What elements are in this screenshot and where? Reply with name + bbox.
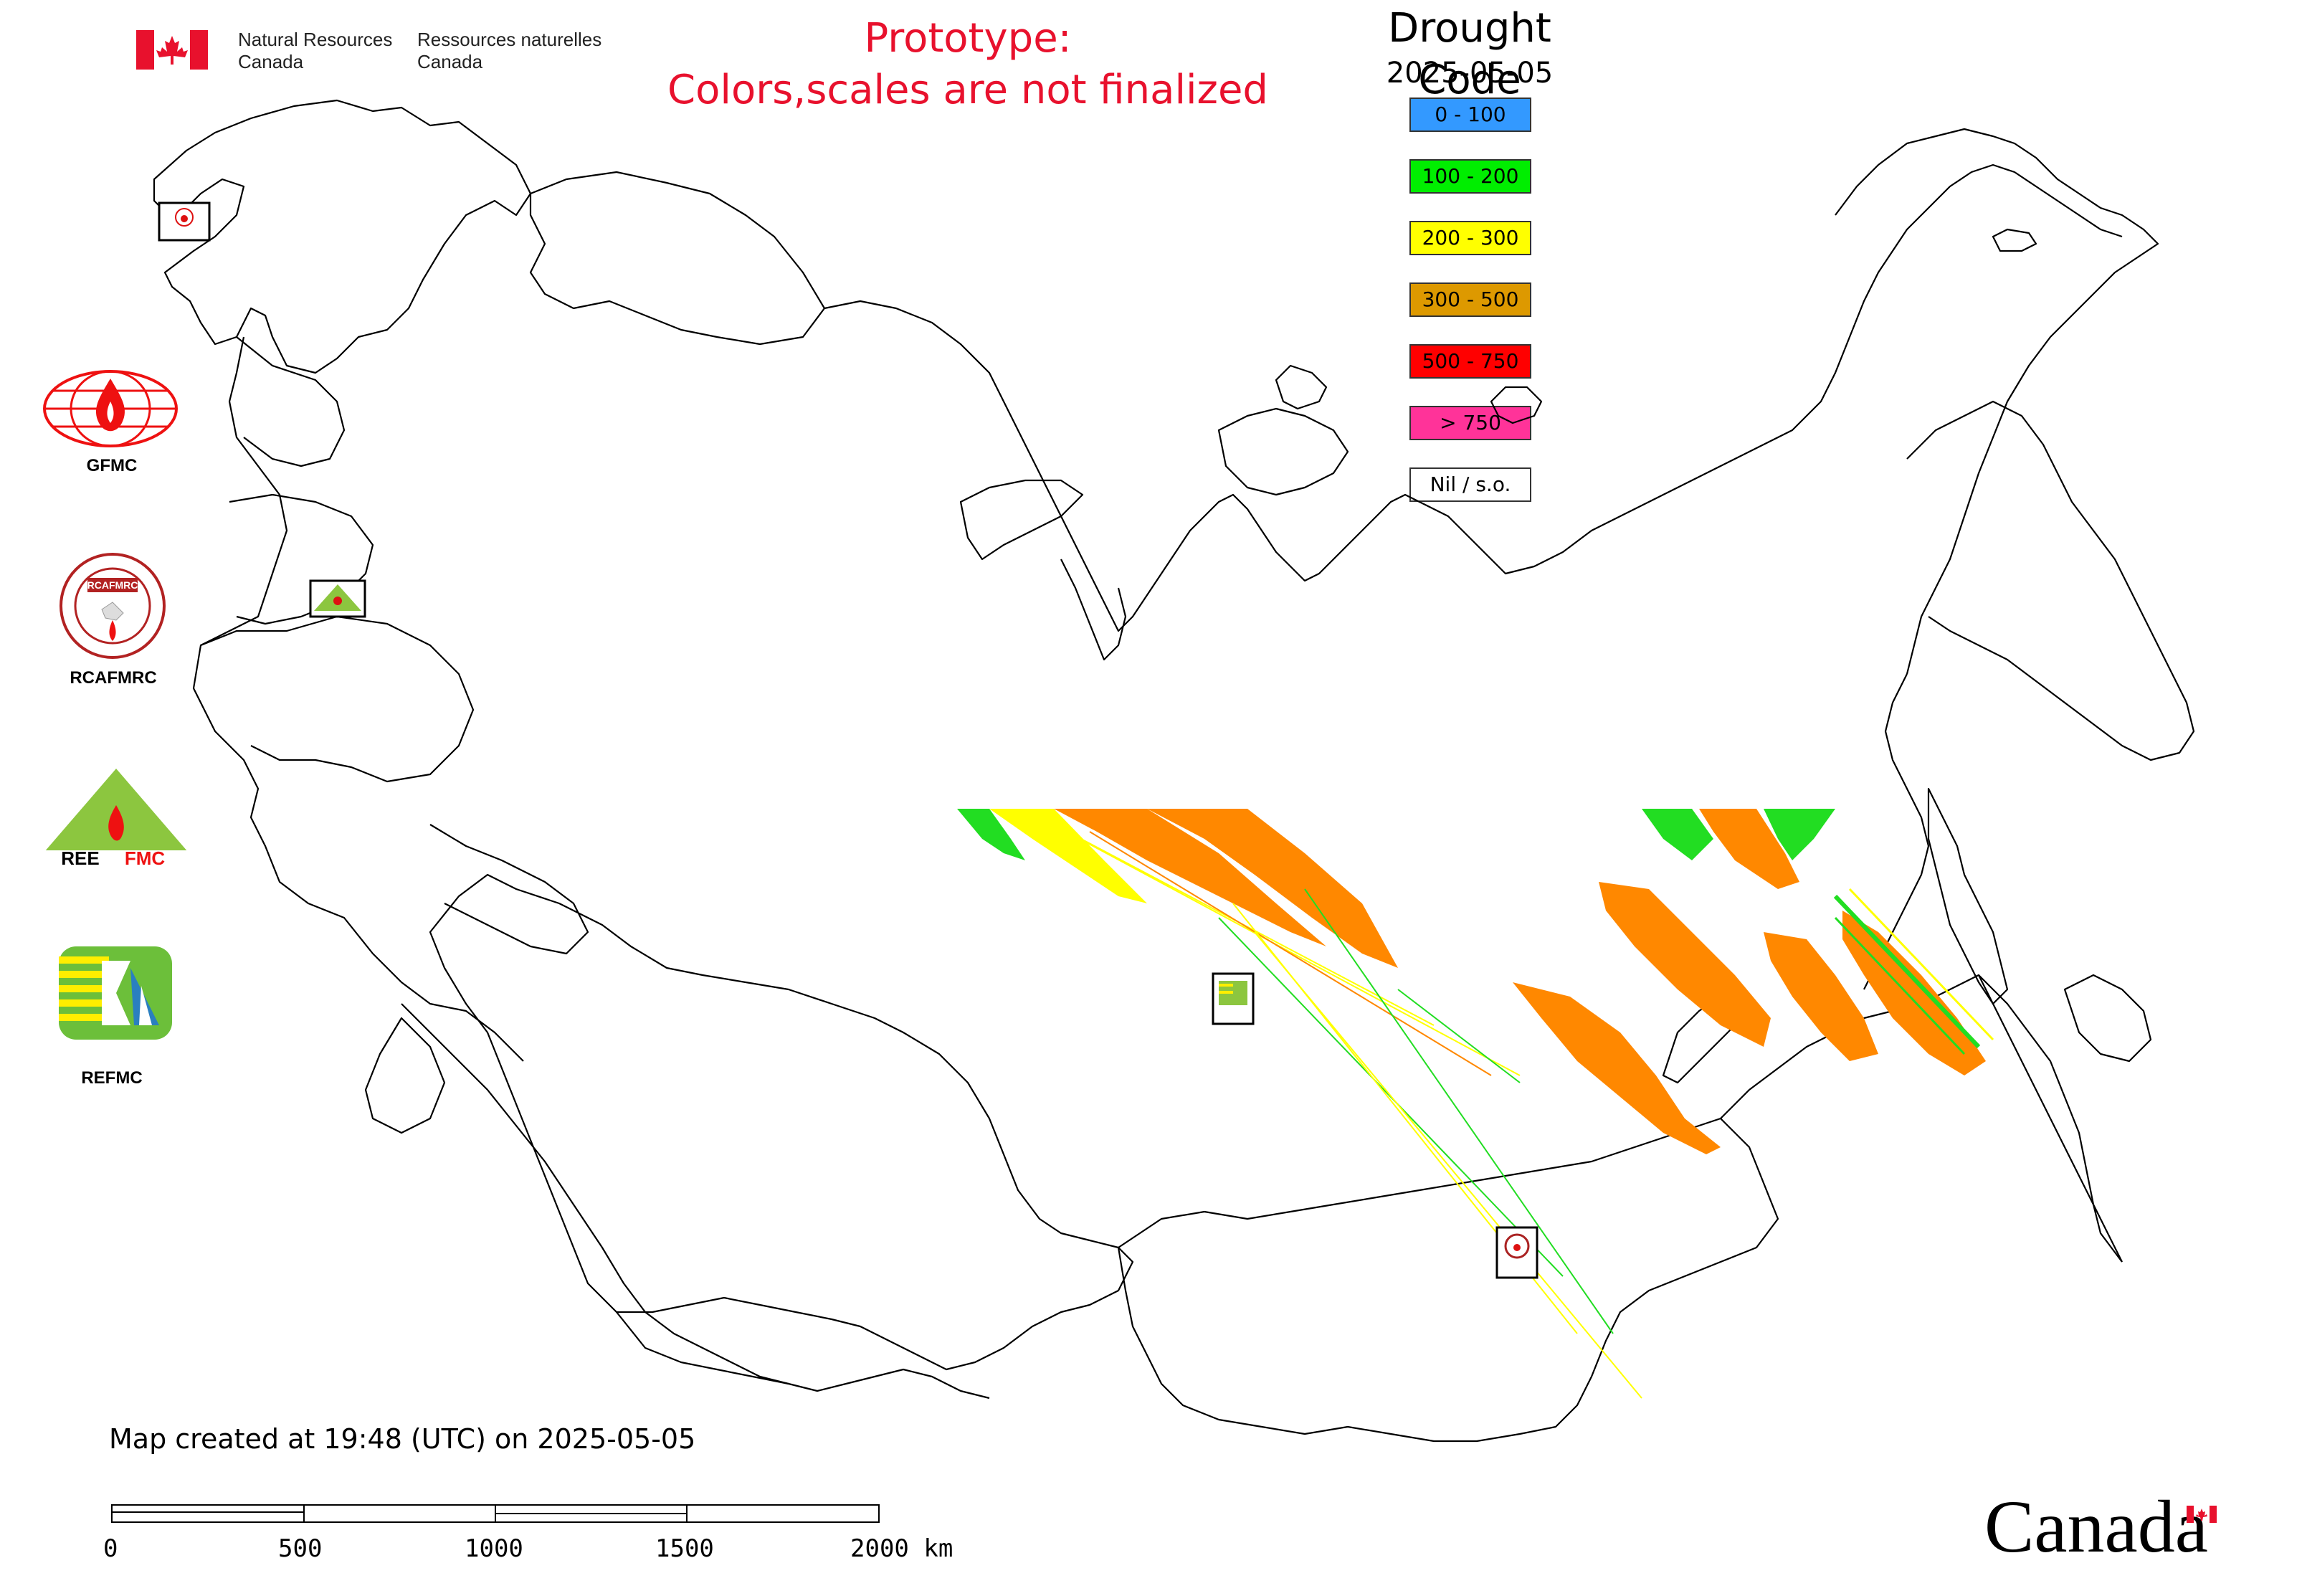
- refmc-label: REFMC: [81, 1068, 143, 1088]
- dc-streak-10: [1848, 888, 1994, 1041]
- scandinavia-outline: [153, 99, 532, 374]
- svg-text:FMC: FMC: [125, 847, 166, 866]
- streak-region-east: [1513, 809, 1994, 1154]
- legend-item-nil: Nil / s.o.: [1409, 467, 1531, 502]
- scale-tick-500: 500: [278, 1534, 323, 1563]
- okhotsk-coast: [1863, 673, 1930, 990]
- department-fr-line2: Canada: [417, 51, 483, 72]
- map-created-text: Map created at 19:48 (UTC) on 2025-05-05: [109, 1423, 696, 1455]
- scale-tick-2000-km: 2000 km: [850, 1534, 953, 1563]
- reefmc-logo-icon: REE FMC: [37, 769, 195, 866]
- dc-streak-3: [1089, 831, 1492, 1076]
- dc-patch-green-east-1: [1642, 809, 1713, 860]
- kazakhstan: [429, 873, 1134, 1371]
- canada-flag-icon: [136, 30, 208, 70]
- legend-date: 2025-05-05: [1386, 57, 1554, 90]
- dc-patch-orange-east-3: [1513, 982, 1721, 1154]
- country-borders: [153, 99, 2195, 1443]
- legend-item-300-500: 300 - 500: [1409, 282, 1531, 317]
- prototype-notice-line1: Prototype:: [864, 15, 1072, 62]
- department-name-fr: Ressources naturelles Canada: [417, 29, 601, 73]
- new-siberian-islands: [1490, 386, 1543, 424]
- taimyr: [1217, 407, 1349, 496]
- scale-tick-0: 0: [103, 1534, 118, 1563]
- scale-bar: [111, 1504, 880, 1523]
- russia-china-border: [1720, 974, 2123, 1263]
- western-border: [192, 336, 524, 1062]
- svg-text:REE: REE: [61, 847, 99, 866]
- map-marker-refmc: [1212, 972, 1255, 1025]
- department-en-line2: Canada: [238, 51, 304, 72]
- dc-patch-orange-east-4: [1764, 932, 1878, 1061]
- map-marker-rcafmrc: [1495, 1226, 1538, 1279]
- department-fr-line1: Ressources naturelles: [417, 29, 602, 50]
- map-marker-gfmc: [158, 201, 211, 242]
- dc-streak-9: [1833, 894, 1981, 1049]
- rcafmrc-label: RCAFMRC: [70, 668, 157, 688]
- dc-streak-11: [1834, 916, 1966, 1055]
- scale-tick-1500: 1500: [655, 1534, 714, 1563]
- chukotka: [1835, 128, 2159, 675]
- map-marker-reefmc: [309, 579, 366, 618]
- wordmark-flag-icon: [2187, 1506, 2217, 1523]
- refmc-logo-icon: [59, 946, 172, 1040]
- central-asia: [401, 1003, 990, 1400]
- dc-streak-7: [1397, 989, 1521, 1083]
- dc-patch-orange-east-5: [1842, 911, 1986, 1075]
- prototype-notice: Prototype: Colors,scales are not finaliz…: [645, 13, 1290, 116]
- primorye-coast: [1978, 974, 2123, 1263]
- kamchatka: [1906, 400, 2195, 761]
- dc-patch-green-east-2: [1764, 809, 1835, 860]
- canada-wordmark: Canada: [1984, 1486, 2208, 1568]
- dc-patch-orange-east-2: [1599, 882, 1771, 1047]
- legend-item-0-100: 0 - 100: [1409, 98, 1531, 132]
- yamal: [1060, 559, 1127, 661]
- department-en-line1: Natural Resources: [238, 29, 393, 50]
- streak-region-west: [957, 809, 1642, 1399]
- dc-patch-yellow-west: [989, 809, 1147, 903]
- legend-item-200-300: 200 - 300: [1409, 221, 1531, 255]
- novaya-zemlya: [959, 479, 1084, 561]
- dc-streak-6: [1254, 931, 1642, 1399]
- gfmc-label: GFMC: [86, 456, 138, 475]
- prototype-notice-line2: Colors,scales are not finalized: [667, 67, 1268, 113]
- legend-item-500-750: 500 - 750: [1409, 344, 1531, 379]
- caucasus: [429, 824, 589, 955]
- dc-patch-orange-east-1: [1699, 809, 1799, 889]
- japan-hokkaido: [2063, 974, 2152, 1063]
- mongolia: [1117, 1117, 1779, 1443]
- gfmc-logo-icon: [43, 370, 178, 447]
- rcafmrc-logo-icon: RCAFMRC: [60, 553, 166, 659]
- kola-peninsula: [529, 171, 826, 346]
- baltic-states: [236, 336, 346, 467]
- central-asia-south: [616, 1311, 789, 1385]
- svg-text:RCAFMRC: RCAFMRC: [87, 579, 138, 591]
- russia-north-coast: [824, 163, 2123, 632]
- drought-code-data: [957, 809, 1994, 1399]
- dc-patch-orange-west-1: [1054, 809, 1326, 946]
- belarus: [229, 493, 374, 625]
- department-name-en: Natural Resources Canada: [238, 29, 392, 73]
- ukraine: [200, 615, 475, 783]
- wrangel-island: [1992, 228, 2037, 252]
- dc-streak-8: [1304, 888, 1614, 1334]
- caspian-sea: [364, 1017, 446, 1134]
- sakhalin: [1927, 787, 2009, 1005]
- scale-tick-1000: 1000: [465, 1534, 523, 1563]
- dc-patch-green-west: [957, 809, 1025, 860]
- legend-item-100-200: 100 - 200: [1409, 159, 1531, 194]
- legend-title: Drought Code: [1388, 5, 1551, 103]
- dc-patch-orange-west-2: [1147, 809, 1398, 968]
- severnaya-zemlya: [1275, 364, 1328, 410]
